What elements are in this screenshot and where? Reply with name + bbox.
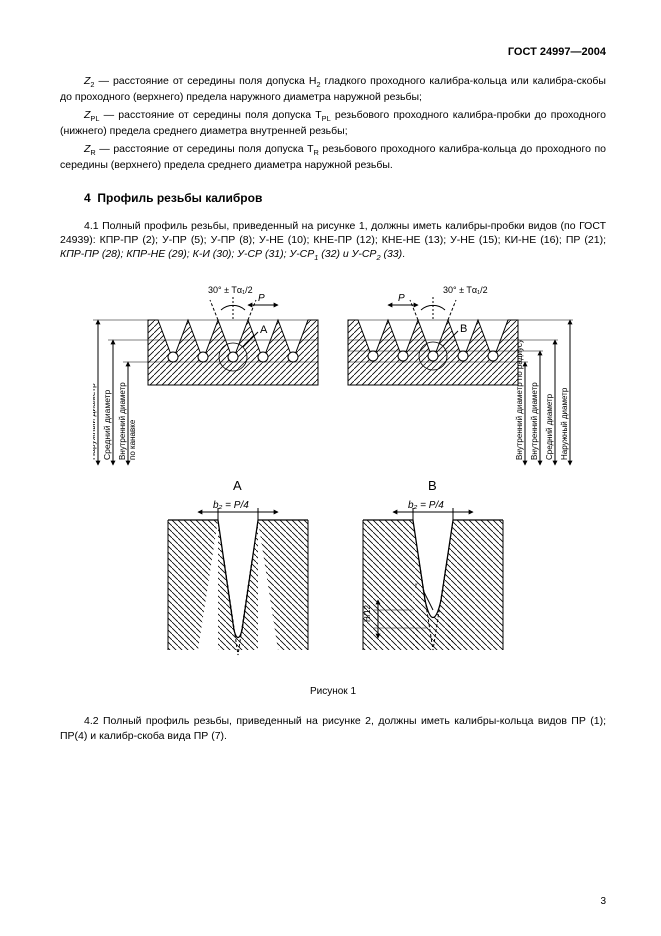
- detail-b-title: B: [428, 478, 437, 493]
- detail-label-a: A: [260, 324, 268, 336]
- figure-1-caption: Рисунок 1: [60, 685, 606, 699]
- dim-inner-a2: по канавке: [128, 419, 137, 460]
- detail-a-title: A: [233, 478, 242, 493]
- def-zr: ZR — расстояние от середины поля допуска…: [60, 142, 606, 172]
- dim-r1: Внутренний диаметр по радиусу: [515, 339, 524, 460]
- angle-label-a: 30° ± Tα₁/2: [208, 285, 253, 295]
- dim-mid-a: Средний диаметр: [102, 389, 112, 460]
- def-z2: Z2 — расстояние от середины поля допуска…: [60, 74, 606, 104]
- doc-header: ГОСТ 24997—2004: [60, 45, 606, 60]
- dim-outer-a: Наружный диаметр: [93, 383, 97, 460]
- page-number: 3: [600, 895, 606, 909]
- thread-profile-diagram: 30° ± Tα₁/2 P A Наружный диаметр Средний…: [93, 275, 573, 675]
- angle-label-b: 30° ± Tα₁/2: [443, 285, 488, 295]
- dim-inner-a: Внутренний диаметр: [118, 382, 127, 460]
- page: ГОСТ 24997—2004 Z2 — расстояние от серед…: [0, 0, 661, 936]
- para-4-1: 4.1 Полный профиль резьбы, приведенный н…: [60, 219, 606, 263]
- h12: H/12: [363, 604, 372, 621]
- dim-r3: Средний диаметр: [545, 393, 554, 460]
- radius-r: r: [415, 581, 418, 590]
- figure-1: 30° ± Tα₁/2 P A Наружный диаметр Средний…: [60, 275, 606, 675]
- pitch-a: P: [258, 293, 265, 304]
- dim-r2: Внутренний диаметр: [530, 382, 539, 460]
- section-4-title: 4 Профиль резьбы калибров: [60, 190, 606, 206]
- dim-r4: Наружный диаметр: [560, 387, 569, 460]
- para-4-2: 4.2 Полный профиль резьбы, приведенный н…: [60, 714, 606, 742]
- pitch-b: P: [398, 293, 405, 304]
- def-zpl: ZPL — расстояние от середины поля допуск…: [60, 108, 606, 138]
- detail-label-b: B: [460, 323, 467, 335]
